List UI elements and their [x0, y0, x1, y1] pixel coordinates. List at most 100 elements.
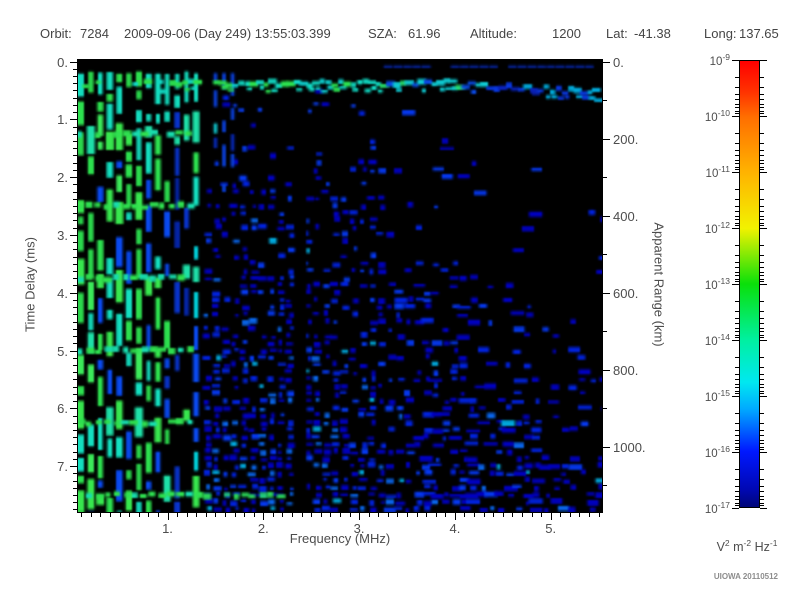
colorbar-tick-label: 10-10 — [704, 108, 730, 124]
y-left-minor-tick — [73, 328, 77, 330]
y-right-major-tick — [603, 292, 610, 294]
colorbar-minor-tick — [760, 485, 764, 487]
y-left-tick-label: 6. — [57, 401, 68, 417]
y-left-minor-tick — [73, 364, 77, 366]
colorbar-minor-tick — [735, 132, 739, 134]
colorbar-minor-tick — [735, 412, 739, 414]
colorbar-minor-tick — [735, 495, 739, 497]
colorbar-minor-tick — [760, 491, 764, 493]
y-right-minor-tick — [603, 100, 607, 102]
header-value-sza: 61.96 — [408, 26, 441, 41]
colorbar-minor-tick — [735, 225, 739, 227]
colorbar-minor-tick — [735, 379, 739, 381]
colorbar-minor-tick — [760, 478, 764, 480]
y-left-minor-tick — [73, 509, 77, 511]
y-left-minor-tick — [73, 372, 77, 374]
colorbar-minor-tick — [760, 99, 764, 101]
colorbar-minor-tick — [760, 215, 764, 217]
x-axis-minor-tick — [474, 513, 476, 517]
colorbar-minor-tick — [735, 502, 739, 504]
y-left-minor-tick — [73, 83, 77, 85]
colorbar-minor-tick — [735, 327, 739, 329]
y-left-minor-tick — [73, 227, 77, 229]
y-left-minor-tick — [73, 191, 77, 193]
colorbar-minor-tick — [760, 198, 764, 200]
colorbar-minor-tick — [760, 429, 764, 431]
header-value-datetime: 2009-09-06 (Day 249) 13:55:03.399 — [124, 26, 331, 41]
x-axis-minor-tick — [569, 513, 571, 517]
y-left-minor-tick — [73, 379, 77, 381]
y-left-minor-tick — [73, 415, 77, 417]
x-axis-minor-tick — [521, 513, 523, 517]
x-axis-minor-tick — [445, 513, 447, 517]
x-axis-minor-tick — [483, 513, 485, 517]
y-left-minor-tick — [73, 437, 77, 439]
colorbar-minor-tick — [735, 211, 739, 213]
x-axis-minor-tick — [301, 513, 303, 517]
colorbar-minor-tick — [760, 225, 764, 227]
colorbar-minor-tick — [760, 278, 764, 280]
colorbar-minor-tick — [760, 468, 764, 470]
colorbar-tick-label: 10-9 — [709, 52, 730, 68]
x-axis-minor-tick — [387, 513, 389, 517]
colorbar-minor-tick — [735, 110, 739, 112]
y-left-minor-tick — [73, 314, 77, 316]
colorbar-minor-tick — [735, 149, 739, 151]
y-left-minor-tick — [73, 386, 77, 388]
colorbar-minor-tick — [735, 188, 739, 190]
colorbar-minor-tick — [735, 443, 739, 445]
colorbar-minor-tick — [735, 215, 739, 217]
colorbar-major-tick — [732, 284, 739, 285]
y-left-minor-tick — [73, 429, 77, 431]
colorbar-minor-tick — [735, 505, 739, 507]
x-tick-label: 1. — [162, 521, 173, 536]
colorbar-minor-tick — [735, 317, 739, 319]
colorbar-minor-tick — [760, 435, 764, 437]
colorbar-major-tick — [760, 172, 767, 173]
y-left-minor-tick — [73, 495, 77, 496]
x-axis-minor-tick — [292, 513, 294, 517]
colorbar-minor-tick — [760, 107, 764, 109]
watermark: UIOWA 20110512 — [713, 572, 778, 581]
y-left-tick-label: 7. — [57, 459, 68, 475]
y-left-minor-tick — [73, 198, 77, 200]
colorbar-major-tick — [760, 452, 767, 453]
y-left-minor-tick — [73, 148, 77, 150]
x-tick-label: 4. — [449, 521, 461, 536]
plot-frame — [77, 59, 603, 513]
y-left-minor-tick — [73, 451, 77, 453]
x-axis-minor-tick — [282, 513, 284, 517]
x-axis-minor-tick — [598, 513, 600, 517]
colorbar-minor-tick — [735, 435, 739, 437]
colorbar-minor-tick — [735, 356, 739, 358]
colorbar-minor-tick — [760, 86, 764, 88]
x-axis-major-tick — [550, 513, 552, 520]
colorbar-minor-tick — [735, 334, 739, 336]
colorbar-major-tick — [732, 396, 739, 397]
x-tick-label: 5. — [545, 521, 557, 536]
colorbar-minor-tick — [760, 383, 764, 385]
colorbar-minor-tick — [735, 310, 739, 312]
y-left-minor-tick — [73, 133, 77, 135]
colorbar-major-tick — [760, 340, 767, 341]
y-left-minor-tick — [73, 357, 77, 359]
x-axis-minor-tick — [493, 513, 495, 517]
colorbar-minor-tick — [760, 163, 764, 165]
colorbar-minor-tick — [735, 331, 739, 333]
x-axis-minor-tick — [100, 513, 102, 517]
colorbar-minor-tick — [735, 142, 739, 144]
colorbar-minor-tick — [760, 244, 764, 246]
colorbar-minor-tick — [760, 379, 764, 381]
colorbar-minor-tick — [760, 337, 764, 339]
y-left-minor-tick — [73, 263, 77, 265]
colorbar-minor-tick — [735, 275, 739, 277]
colorbar-minor-tick — [735, 261, 739, 263]
colorbar-minor-tick — [760, 188, 764, 190]
colorbar-minor-tick — [760, 446, 764, 448]
header-value-orbit: 7284 — [80, 26, 109, 41]
x-axis-minor-tick — [129, 513, 131, 517]
colorbar-minor-tick — [760, 149, 764, 151]
y-right-minor-tick — [603, 331, 607, 333]
x-axis-minor-tick — [138, 513, 140, 517]
x-axis-minor-tick — [186, 513, 188, 517]
